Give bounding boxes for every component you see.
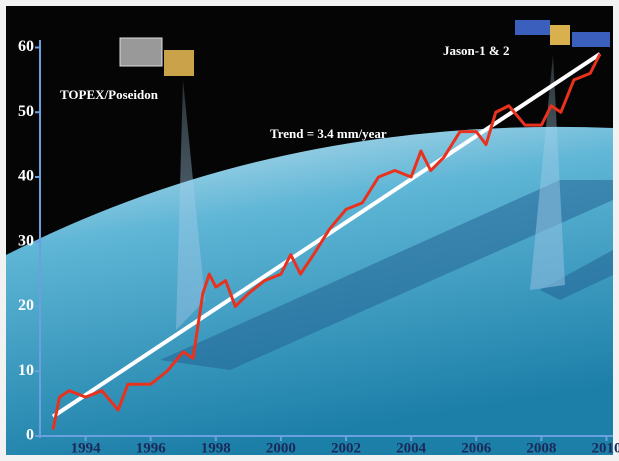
beam bbox=[530, 55, 565, 290]
x-tick-label: 1994 bbox=[71, 440, 102, 456]
y-tick-label: 50 bbox=[18, 103, 34, 120]
x-tick-label: 2004 bbox=[396, 440, 427, 456]
x-tick-label: 2000 bbox=[266, 440, 296, 456]
x-tick-label: 2008 bbox=[526, 440, 556, 456]
earth bbox=[6, 126, 613, 455]
x-tick-label: 2010 bbox=[591, 440, 619, 456]
annotation: Jason-1 & 2 bbox=[443, 43, 509, 58]
x-tick-label: 1996 bbox=[136, 440, 167, 456]
y-tick-label: 60 bbox=[18, 38, 34, 55]
satellite bbox=[119, 20, 610, 76]
x-tick-label: 2002 bbox=[331, 440, 361, 456]
x-tick-label: 2006 bbox=[461, 440, 492, 456]
x-tick-label: 1998 bbox=[201, 440, 231, 456]
annotation: TOPEX/Poseidon bbox=[60, 87, 159, 102]
y-tick-label: 10 bbox=[18, 362, 34, 379]
y-tick-label: 30 bbox=[18, 232, 34, 249]
beam bbox=[176, 80, 205, 330]
y-tick-label: 20 bbox=[18, 297, 34, 314]
swath bbox=[540, 250, 613, 300]
y-tick-label: 0 bbox=[26, 427, 34, 444]
y-tick-label: 40 bbox=[18, 168, 34, 185]
swath bbox=[160, 180, 613, 370]
sea-level-line bbox=[51, 53, 602, 430]
annotation: Trend = 3.4 mm/year bbox=[270, 126, 387, 141]
